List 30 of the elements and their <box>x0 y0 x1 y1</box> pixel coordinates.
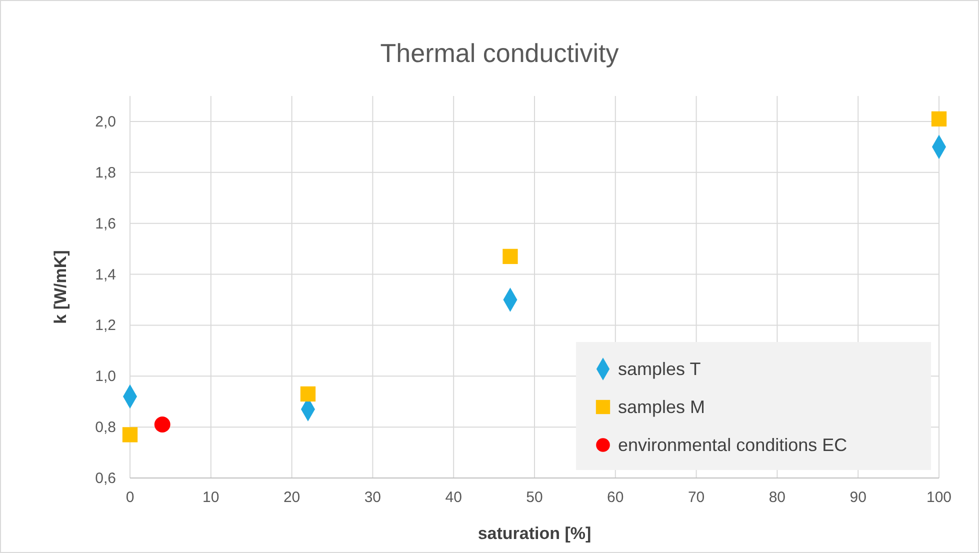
legend-label: environmental conditions EC <box>618 435 848 455</box>
x-tick-label: 60 <box>607 489 624 506</box>
chart-title: Thermal conductivity <box>380 38 619 68</box>
x-tick-label: 30 <box>364 489 382 506</box>
y-tick-label: 1,6 <box>95 215 116 232</box>
y-tick-label: 0,6 <box>95 470 116 487</box>
x-tick-label: 50 <box>526 489 543 506</box>
y-tick-label: 2,0 <box>95 113 116 130</box>
x-tick-label: 20 <box>283 489 300 506</box>
y-tick-label: 0,8 <box>95 419 116 436</box>
point <box>502 248 518 264</box>
point <box>154 416 170 432</box>
x-tick-label: 0 <box>126 489 134 506</box>
point <box>122 427 138 442</box>
x-tick-label: 100 <box>926 489 952 506</box>
x-tick-label: 10 <box>202 489 220 506</box>
x-tick-label: 40 <box>445 489 462 506</box>
y-tick-label: 1,4 <box>95 266 116 284</box>
point <box>931 111 947 127</box>
x-tick-label: 70 <box>688 489 705 506</box>
y-axis-title: k [W/mK] <box>51 250 70 324</box>
y-tick-label: 1,2 <box>95 317 116 334</box>
y-tick-label: 1,8 <box>95 164 116 182</box>
point <box>300 386 316 402</box>
x-axis-title: saturation [%] <box>478 524 592 543</box>
y-tick-label: 1,0 <box>95 368 116 386</box>
x-tick-label: 80 <box>768 489 786 506</box>
legend-label: samples M <box>618 397 706 417</box>
legend-label: samples T <box>618 359 701 379</box>
x-tick-label: 90 <box>850 489 866 506</box>
